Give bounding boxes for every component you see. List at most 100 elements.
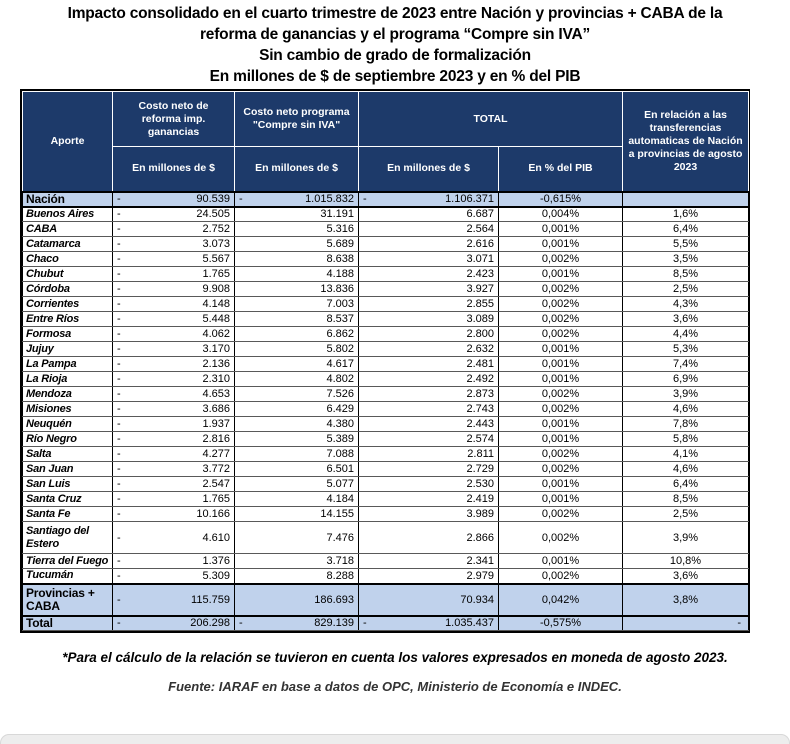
row-label-cell: Formosa bbox=[22, 326, 113, 342]
table-row: Tierra del Fuego - 1.376 3.718 2.341 0,001% 10… bbox=[22, 553, 749, 569]
value-text: 1.035.437 bbox=[445, 617, 494, 630]
header-row-2: En millones de $ En millones de $ En mil… bbox=[23, 146, 749, 192]
value-text: 4.062 bbox=[202, 328, 230, 340]
iva-value-cell: 5.689 bbox=[234, 236, 359, 252]
title-line-2: reforma de ganancias y el programa “Comp… bbox=[199, 26, 591, 43]
negative-sign: - bbox=[117, 418, 121, 430]
negative-sign: - bbox=[117, 223, 121, 235]
value-text: 4.148 bbox=[202, 298, 230, 310]
pib-percent-cell: 0,002% bbox=[498, 386, 623, 402]
relacion-percent-cell: 10,8% bbox=[622, 553, 749, 569]
report-title: Impacto consolidado en el cuarto trimest… bbox=[0, 0, 790, 87]
negative-sign: - bbox=[117, 388, 121, 400]
pib-percent-cell: 0,001% bbox=[498, 236, 623, 252]
relacion-percent-cell: 2,5% bbox=[622, 281, 749, 297]
negative-sign: - bbox=[117, 208, 121, 221]
negative-sign: - bbox=[239, 193, 243, 205]
row-label-cell: CABA bbox=[22, 221, 113, 237]
negative-sign: - bbox=[117, 403, 121, 415]
table-row: Mendoza - 4.653 7.526 2.873 0,002% 3,9% bbox=[22, 386, 749, 402]
iva-value-cell: 5.802 bbox=[234, 341, 359, 357]
value-text: 115.759 bbox=[191, 593, 230, 606]
negative-sign: - bbox=[117, 433, 121, 445]
negative-sign: - bbox=[117, 478, 121, 490]
pib-percent-cell: -0,575% bbox=[498, 614, 623, 631]
pib-percent-cell: 0,002% bbox=[498, 326, 623, 342]
total-value-cell: 2.979 bbox=[358, 568, 499, 584]
row-label-cell: Chubut bbox=[22, 266, 113, 282]
iva-value-cell: 186.693 bbox=[234, 582, 359, 616]
pib-percent-cell: 0,001% bbox=[498, 341, 623, 357]
value-text: 3.989 bbox=[466, 508, 494, 520]
value-text: 2.811 bbox=[467, 448, 494, 460]
relacion-percent-cell: 3,8% bbox=[622, 582, 749, 616]
reforma-value-cell: - 1.376 bbox=[112, 553, 235, 569]
row-label-cell: San Luis bbox=[22, 476, 113, 492]
iva-value-cell: 6.501 bbox=[234, 461, 359, 477]
negative-sign: - bbox=[117, 617, 121, 630]
table-row: Total -206.298-829.139-1.035.437 -0,575% - bbox=[22, 614, 749, 631]
row-label-cell: Río Negro bbox=[22, 431, 113, 447]
relacion-percent-cell: 3,9% bbox=[622, 386, 749, 402]
total-value-cell: 2.855 bbox=[358, 296, 499, 312]
row-label-cell: Santiago del Estero bbox=[22, 521, 113, 554]
col-header-aporte: Aporte bbox=[22, 91, 113, 192]
relacion-percent-cell: 6,9% bbox=[622, 371, 749, 387]
row-label-cell: Total bbox=[22, 614, 113, 631]
value-text: 4.653 bbox=[202, 388, 230, 400]
value-text: 7.476 bbox=[326, 531, 354, 544]
value-text: 5.802 bbox=[326, 343, 354, 355]
reforma-value-cell: - 4.277 bbox=[112, 446, 235, 462]
pib-percent-cell: 0,002% bbox=[498, 251, 623, 267]
total-value-cell: 2.341 bbox=[358, 553, 499, 569]
total-value-cell: 2.419 bbox=[358, 491, 499, 507]
pib-percent-cell: -0,615% bbox=[498, 190, 623, 208]
row-label-cell: Mendoza bbox=[22, 386, 113, 402]
pib-percent-cell: 0,002% bbox=[498, 296, 623, 312]
total-value-cell: 6.687 bbox=[358, 206, 499, 222]
total-value-cell: 2.616 bbox=[358, 236, 499, 252]
table-row: Corrientes - 4.148 7.003 2.855 0,002% 4,3% bbox=[22, 296, 749, 312]
table-row: San Luis - 2.547 5.077 2.530 0,001% 6,4% bbox=[22, 476, 749, 492]
relacion-percent-cell: 5,8% bbox=[622, 431, 749, 447]
reforma-value-cell: - 4.062 bbox=[112, 326, 235, 342]
negative-sign: - bbox=[117, 463, 121, 475]
pib-percent-cell: 0,001% bbox=[498, 221, 623, 237]
iva-value-cell: 4.802 bbox=[234, 371, 359, 387]
row-label-cell: Tierra del Fuego bbox=[22, 553, 113, 569]
negative-sign: - bbox=[363, 617, 367, 630]
value-text: 1.106.371 bbox=[445, 193, 494, 205]
row-label-cell: Córdoba bbox=[22, 281, 113, 297]
row-label-cell: La Rioja bbox=[22, 371, 113, 387]
pib-percent-cell: 0,001% bbox=[498, 266, 623, 282]
reforma-value-cell: - 206.298 bbox=[112, 614, 235, 631]
row-label-cell: Santa Fe bbox=[22, 506, 113, 522]
value-text: 3.772 bbox=[202, 463, 230, 475]
reforma-value-cell: - 90.539 bbox=[112, 190, 235, 208]
relacion-percent-cell: 4,6% bbox=[622, 461, 749, 477]
value-text: 90.539 bbox=[196, 193, 230, 205]
impact-table-wrapper: Aporte Costo neto de reforma imp. gananc… bbox=[20, 89, 750, 633]
window-edge-bar bbox=[0, 734, 790, 744]
reforma-value-cell: - 4.148 bbox=[112, 296, 235, 312]
value-text: 7.526 bbox=[326, 388, 354, 400]
value-text: 2.855 bbox=[466, 298, 494, 310]
value-text: 2.866 bbox=[466, 531, 494, 544]
total-value-cell: 2.743 bbox=[358, 401, 499, 417]
value-text: 4.277 bbox=[202, 448, 230, 460]
value-text: 2.574 bbox=[466, 433, 494, 445]
table-header: Aporte Costo neto de reforma imp. gananc… bbox=[22, 91, 749, 192]
iva-value-cell: 31.191 bbox=[234, 206, 359, 222]
pib-percent-cell: 0,002% bbox=[498, 568, 623, 584]
total-value-cell: 2.481 bbox=[358, 356, 499, 372]
total-value-cell: 3.071 bbox=[358, 251, 499, 267]
iva-value-cell: 4.380 bbox=[234, 416, 359, 432]
row-label-cell: Tucumán bbox=[22, 568, 113, 584]
pib-percent-cell: 0,004% bbox=[498, 206, 623, 222]
title-line-3: Sin cambio de grado de formalización bbox=[259, 47, 531, 64]
pib-percent-cell: 0,001% bbox=[498, 416, 623, 432]
relacion-percent-cell bbox=[622, 190, 749, 208]
relacion-percent-cell: 3,6% bbox=[622, 568, 749, 584]
total-value-cell: 3.089 bbox=[358, 311, 499, 327]
total-value-cell: 2.729 bbox=[358, 461, 499, 477]
